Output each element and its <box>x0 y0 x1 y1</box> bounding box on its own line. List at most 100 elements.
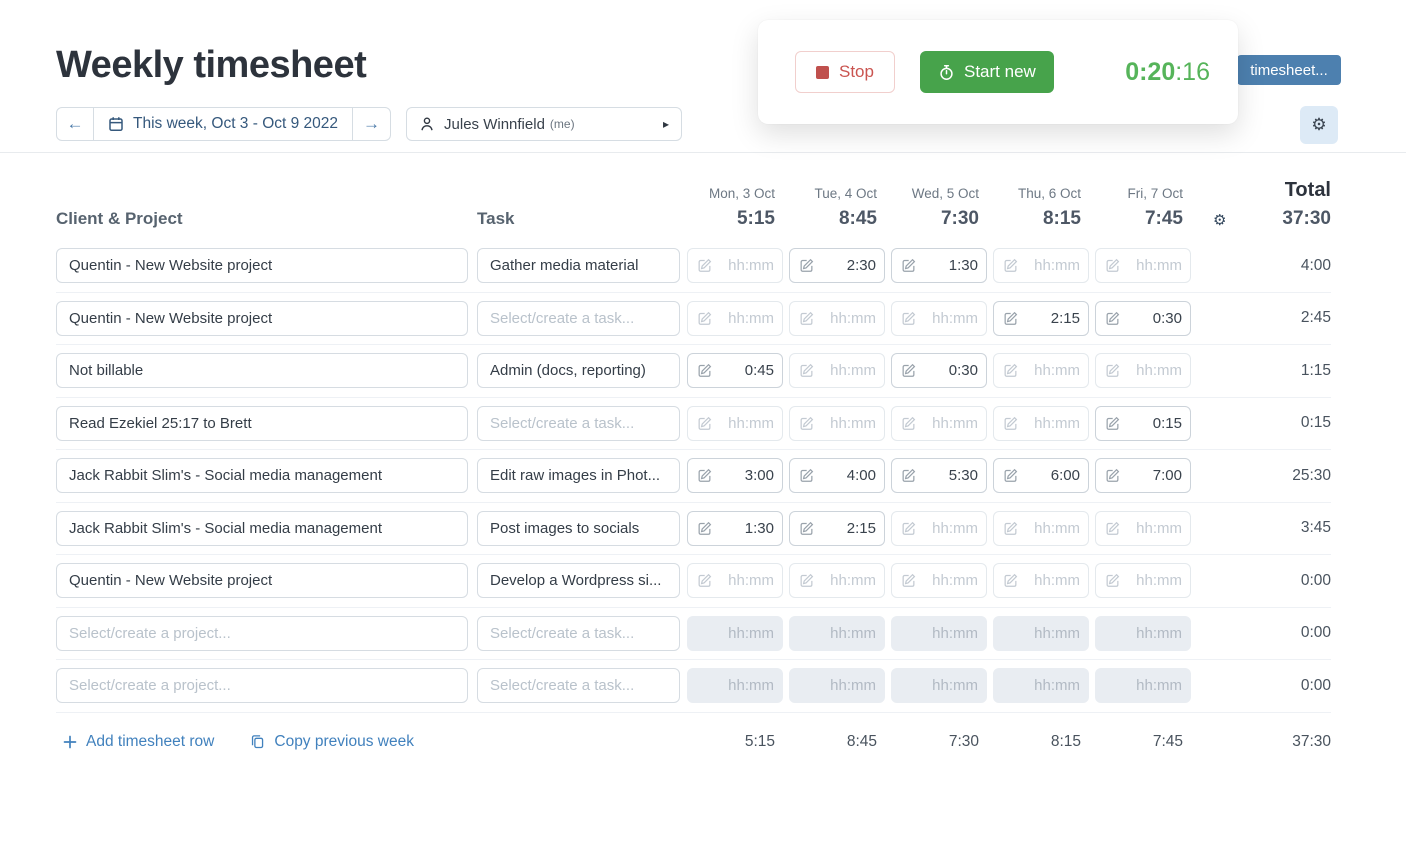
time-cell[interactable]: 5:30 <box>891 458 987 494</box>
project-input[interactable] <box>56 405 468 441</box>
task-input[interactable] <box>477 510 680 546</box>
task-input[interactable] <box>477 248 680 284</box>
time-value: hh:mm <box>1034 624 1080 642</box>
day-column-header: Fri, 7 Oct 7:45 <box>1095 186 1197 230</box>
add-timesheet-row-button[interactable]: Add timesheet row <box>63 733 214 751</box>
time-cell[interactable]: hh:mm <box>1095 248 1191 284</box>
time-value: hh:mm <box>1136 257 1182 275</box>
task-input[interactable] <box>477 615 680 651</box>
time-cell[interactable]: 0:45 <box>687 353 783 389</box>
time-cell[interactable]: hh:mm <box>993 563 1089 599</box>
timesheet-row: hh:mm hh:mm hh:mm hh:mm 0:15 0:15 <box>56 398 1331 450</box>
time-cell[interactable]: hh:mm <box>993 405 1089 441</box>
time-value: 1:30 <box>744 519 774 537</box>
edit-pencil-icon <box>1004 259 1018 273</box>
time-cell[interactable]: 0:30 <box>891 353 987 389</box>
time-cell[interactable]: hh:mm <box>789 563 885 599</box>
time-cell[interactable]: 1:30 <box>891 248 987 284</box>
time-cell[interactable]: 0:15 <box>1095 405 1191 441</box>
edit-pencil-icon <box>1106 574 1120 588</box>
day-column-header: Wed, 5 Oct 7:30 <box>891 186 993 230</box>
time-value: hh:mm <box>728 572 774 590</box>
edit-pencil-icon <box>1004 574 1018 588</box>
time-value: hh:mm <box>1136 519 1182 537</box>
project-input[interactable] <box>56 563 468 599</box>
project-input[interactable] <box>56 353 468 389</box>
edit-pencil-icon <box>1004 521 1018 535</box>
time-cell[interactable]: 2:30 <box>789 248 885 284</box>
time-cell[interactable]: hh:mm <box>789 405 885 441</box>
week-range-label: This week, Oct 3 - Oct 9 2022 <box>133 115 339 132</box>
toolbar: ← This week, Oct 3 - Oct 9 2022 → <box>0 107 1406 153</box>
project-input[interactable] <box>56 615 468 651</box>
day-label: Thu, 6 Oct <box>1017 186 1081 201</box>
edit-pencil-icon <box>1004 364 1018 378</box>
grand-total-header: 37:30 <box>1282 208 1331 229</box>
time-cell[interactable]: hh:mm <box>687 248 783 284</box>
column-settings-gear-icon[interactable]: ⚙ <box>1213 212 1227 229</box>
settings-button[interactable]: ⚙ <box>1300 106 1338 144</box>
time-cell[interactable]: hh:mm <box>789 353 885 389</box>
next-week-button[interactable]: → <box>363 114 381 133</box>
time-cell[interactable]: hh:mm <box>891 563 987 599</box>
time-cell[interactable]: hh:mm <box>1095 510 1191 546</box>
time-cell[interactable]: hh:mm <box>789 300 885 336</box>
time-value: hh:mm <box>932 309 978 327</box>
day-label: Tue, 4 Oct <box>814 186 877 201</box>
timesheet-action-button-partially-hidden[interactable]: timesheet... <box>1237 55 1341 85</box>
copy-previous-week-button[interactable]: Copy previous week <box>250 733 414 751</box>
stop-square-icon <box>816 65 829 79</box>
edit-pencil-icon <box>1106 416 1120 430</box>
user-picker[interactable]: Jules Winnfield (me) ▸ <box>406 107 683 141</box>
task-input[interactable] <box>477 668 680 704</box>
project-input[interactable] <box>56 248 468 284</box>
day-total-header: 7:30 <box>940 208 979 229</box>
time-cell[interactable]: hh:mm <box>891 405 987 441</box>
time-cell[interactable]: 4:00 <box>789 458 885 494</box>
timesheet-row: 3:00 4:00 5:30 6:00 7:00 25:30 <box>56 450 1331 503</box>
time-cell[interactable]: hh:mm <box>993 353 1089 389</box>
time-cell[interactable]: 1:30 <box>687 510 783 546</box>
time-cell[interactable]: hh:mm <box>993 248 1089 284</box>
project-input[interactable] <box>56 668 468 704</box>
time-cell[interactable]: hh:mm <box>891 300 987 336</box>
task-input[interactable] <box>477 563 680 599</box>
time-cell[interactable]: 2:15 <box>993 300 1089 336</box>
time-cell[interactable]: 0:30 <box>1095 300 1191 336</box>
time-value: 0:15 <box>1152 414 1182 432</box>
time-cell[interactable]: hh:mm <box>891 510 987 546</box>
time-cell: hh:mm <box>687 615 783 651</box>
time-cell[interactable]: 6:00 <box>993 458 1089 494</box>
time-cell[interactable]: hh:mm <box>993 510 1089 546</box>
day-column-header: Mon, 3 Oct 5:15 <box>687 186 789 230</box>
task-input[interactable] <box>477 353 680 389</box>
row-total: 0:15 <box>1300 414 1331 432</box>
time-cell[interactable]: hh:mm <box>1095 353 1191 389</box>
time-cell[interactable]: hh:mm <box>687 563 783 599</box>
time-cell[interactable]: 3:00 <box>687 458 783 494</box>
stop-timer-button[interactable]: Stop <box>795 51 895 93</box>
time-cell[interactable]: 2:15 <box>789 510 885 546</box>
project-input[interactable] <box>56 458 468 494</box>
timesheet-row: hh:mm hh:mm hh:mm hh:mm hh:mm 0:00 <box>56 608 1331 660</box>
time-cell[interactable]: 7:00 <box>1095 458 1191 494</box>
time-value: hh:mm <box>728 624 774 642</box>
task-input[interactable] <box>477 300 680 336</box>
start-new-timer-button[interactable]: Start new <box>920 51 1054 93</box>
timer-popup-card: Stop Start new 0:20:16 <box>758 20 1238 124</box>
time-cell: hh:mm <box>891 615 987 651</box>
time-cell[interactable]: hh:mm <box>687 300 783 336</box>
task-input[interactable] <box>477 405 680 441</box>
time-value: hh:mm <box>1034 257 1080 275</box>
row-total: 0:00 <box>1300 624 1331 642</box>
project-input[interactable] <box>56 300 468 336</box>
timesheet-row: 1:30 2:15 hh:mm hh:mm hh:mm 3:45 <box>56 503 1331 555</box>
edit-pencil-icon <box>1106 364 1120 378</box>
time-value: 2:15 <box>1050 309 1080 327</box>
previous-week-button[interactable]: ← <box>57 108 94 140</box>
week-range-button[interactable]: This week, Oct 3 - Oct 9 2022 <box>94 108 354 140</box>
time-cell[interactable]: hh:mm <box>687 405 783 441</box>
project-input[interactable] <box>56 510 468 546</box>
task-input[interactable] <box>477 458 680 494</box>
time-cell[interactable]: hh:mm <box>1095 563 1191 599</box>
